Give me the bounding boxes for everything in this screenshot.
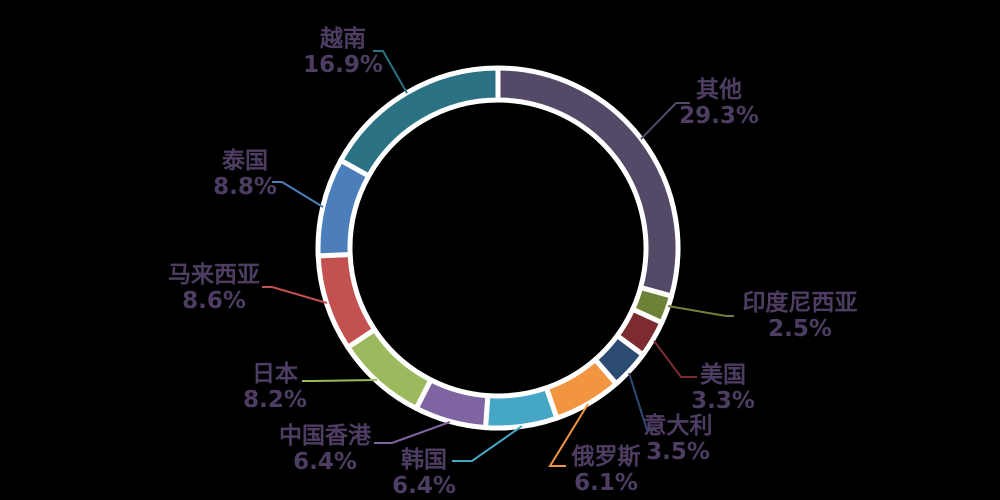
segment-percent: 29.3%: [679, 103, 759, 129]
segment-name: 意大利: [643, 413, 713, 439]
segment-label-4: 俄罗斯 6.1%: [572, 444, 641, 496]
segment-percent: 3.5%: [646, 439, 710, 465]
segment-name: 俄罗斯: [571, 444, 641, 470]
segment-label-3: 意大利 3.5%: [644, 413, 713, 465]
segment-name: 韩国: [400, 447, 447, 473]
segment-label-0: 其他 29.3%: [679, 77, 759, 129]
donut-segment-8[interactable]: [315, 252, 378, 350]
segment-label-8: 马来西亚 8.6%: [168, 262, 260, 314]
segment-label-5: 韩国 6.4%: [392, 447, 456, 499]
segment-label-7: 日本 8.2%: [243, 361, 307, 413]
donut-segment-0[interactable]: [495, 65, 681, 299]
segment-percent: 8.2%: [243, 387, 307, 413]
donut-segment-4[interactable]: [543, 357, 619, 421]
leader-line-8: [262, 286, 328, 304]
segment-label-1: 印度尼西亚 2.5%: [743, 290, 858, 342]
segment-label-10: 越南 16.9%: [303, 26, 383, 78]
leader-line-6: [374, 421, 451, 444]
leader-line-9: [272, 181, 324, 208]
donut-segment-10[interactable]: [338, 65, 501, 179]
leader-line-5: [452, 425, 523, 462]
segment-percent: 2.5%: [768, 316, 832, 342]
segment-name: 印度尼西亚: [742, 290, 858, 316]
segment-name: 马来西亚: [168, 262, 260, 288]
segment-percent: 6.4%: [392, 473, 456, 499]
leader-line-0: [640, 102, 690, 140]
segment-name: 日本: [251, 361, 298, 387]
segment-name: 中国香港: [279, 423, 371, 449]
leader-line-2: [653, 340, 697, 378]
segment-name: 美国: [699, 362, 746, 388]
segment-percent: 8.6%: [182, 288, 246, 314]
segment-percent: 16.9%: [303, 52, 383, 78]
leader-line-7: [302, 379, 378, 382]
leader-line-1: [667, 305, 734, 317]
segment-percent: 3.3%: [691, 388, 755, 414]
leader-line-4: [548, 403, 589, 467]
segment-name: 其他: [695, 77, 742, 103]
segment-percent: 6.4%: [293, 449, 357, 475]
segment-name: 泰国: [221, 148, 268, 174]
segment-label-2: 美国 3.3%: [691, 362, 755, 414]
donut-segment-9[interactable]: [315, 157, 372, 259]
leader-line-10: [373, 50, 408, 94]
segment-label-6: 中国香港 6.4%: [279, 423, 371, 475]
segment-percent: 8.8%: [213, 174, 277, 200]
segment-label-9: 泰国 8.8%: [213, 148, 277, 200]
leader-line-3: [628, 372, 655, 431]
segment-name: 越南: [319, 26, 366, 52]
segment-percent: 6.1%: [574, 470, 638, 496]
donut-segment-5[interactable]: [483, 385, 560, 431]
